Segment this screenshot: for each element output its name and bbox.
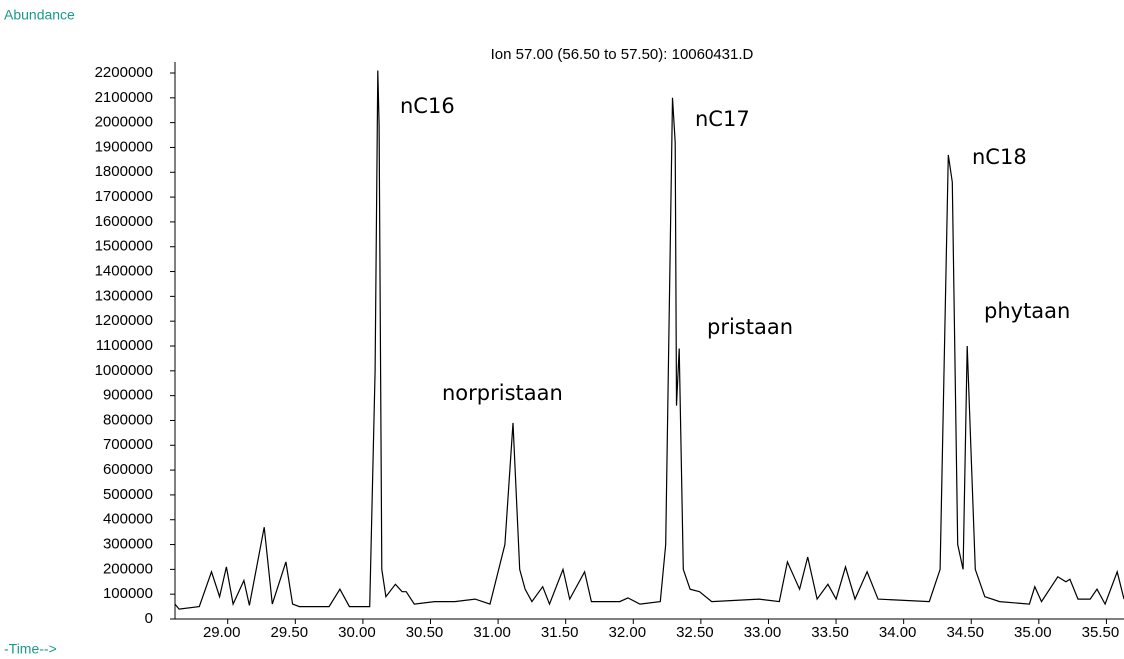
y-tick-label: 300000 bbox=[103, 536, 153, 553]
y-tick-label: 2000000 bbox=[95, 114, 153, 131]
peak-annotation: nC17 bbox=[695, 107, 750, 131]
y-tick-label: 0 bbox=[145, 610, 153, 627]
x-tick-label: 31.50 bbox=[541, 624, 579, 641]
y-tick-label: 800000 bbox=[103, 411, 153, 428]
x-axis-label: -Time--> bbox=[4, 641, 57, 657]
peak-annotation: phytaan bbox=[984, 299, 1070, 323]
y-tick-label: 1800000 bbox=[95, 163, 153, 180]
x-tick-label: 30.50 bbox=[406, 624, 444, 641]
peak-annotation: pristaan bbox=[707, 315, 793, 339]
x-tick-label: 29.50 bbox=[271, 624, 309, 641]
y-tick-label: 500000 bbox=[103, 486, 153, 503]
x-tick-label: 35.00 bbox=[1014, 624, 1052, 641]
y-tick-label: 2200000 bbox=[95, 64, 153, 81]
x-tick-label: 31.00 bbox=[473, 624, 511, 641]
peak-annotation: nC18 bbox=[972, 145, 1027, 169]
y-tick-label: 1300000 bbox=[95, 287, 153, 304]
x-tick-label: 34.50 bbox=[946, 624, 984, 641]
peak-annotation: nC16 bbox=[400, 94, 455, 118]
x-tick-label: 33.00 bbox=[744, 624, 782, 641]
chart-title: Ion 57.00 (56.50 to 57.50): 10060431.D bbox=[491, 46, 754, 63]
y-tick-label: 700000 bbox=[103, 436, 153, 453]
x-tick-label: 34.00 bbox=[879, 624, 917, 641]
x-tick-label: 30.00 bbox=[338, 624, 376, 641]
y-tick-label: 100000 bbox=[103, 585, 153, 602]
x-tick-label: 35.50 bbox=[1082, 624, 1120, 641]
y-tick-label: 900000 bbox=[103, 387, 153, 404]
y-tick-label: 1600000 bbox=[95, 213, 153, 230]
y-tick-label: 1700000 bbox=[95, 188, 153, 205]
y-tick-label: 400000 bbox=[103, 511, 153, 528]
x-tick-label: 29.00 bbox=[203, 624, 241, 641]
y-tick-label: 1400000 bbox=[95, 263, 153, 280]
y-tick-label: 600000 bbox=[103, 461, 153, 478]
y-axis-label: Abundance bbox=[4, 7, 75, 23]
x-tick-label: 32.50 bbox=[676, 624, 714, 641]
y-tick-label: 1200000 bbox=[95, 312, 153, 329]
peak-annotation: norpristaan bbox=[442, 381, 563, 405]
y-tick-label: 1900000 bbox=[95, 138, 153, 155]
y-tick-label: 1000000 bbox=[95, 362, 153, 379]
chromatogram-line bbox=[174, 70, 1124, 610]
x-tick-label: 32.00 bbox=[609, 624, 647, 641]
y-tick-label: 200000 bbox=[103, 560, 153, 577]
x-tick-label: 33.50 bbox=[811, 624, 849, 641]
y-tick-label: 1100000 bbox=[96, 337, 153, 354]
y-tick-label: 2100000 bbox=[95, 89, 153, 106]
y-tick-label: 1500000 bbox=[95, 238, 153, 255]
